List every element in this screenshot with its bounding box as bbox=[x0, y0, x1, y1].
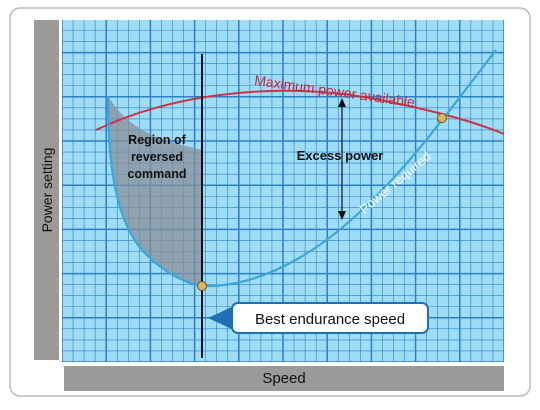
region-label-line-1: Region of bbox=[128, 133, 186, 147]
best-endurance-speed-label: Best endurance speed bbox=[255, 311, 405, 328]
excess-power-arrowhead-bottom bbox=[338, 211, 346, 220]
minimum-power-point bbox=[197, 281, 207, 291]
excess-power-arrowhead-top bbox=[338, 98, 346, 107]
power-required-curve bbox=[106, 49, 497, 288]
region-label-line-3: command bbox=[127, 167, 186, 181]
callout-box bbox=[231, 302, 429, 334]
callout-pointer bbox=[208, 306, 234, 330]
max-power-available-curve bbox=[95, 89, 504, 135]
excess-power-label: Excess power bbox=[297, 148, 384, 163]
reversed-command-region bbox=[108, 96, 202, 286]
max-speed-intersection-point bbox=[437, 113, 447, 123]
x-axis-label: Speed bbox=[262, 370, 305, 387]
x-axis-label-bar bbox=[64, 366, 504, 391]
y-axis-label-bar bbox=[34, 20, 59, 360]
y-axis-label: Power setting bbox=[39, 148, 55, 233]
region-label-line-2: reversed bbox=[131, 150, 183, 164]
